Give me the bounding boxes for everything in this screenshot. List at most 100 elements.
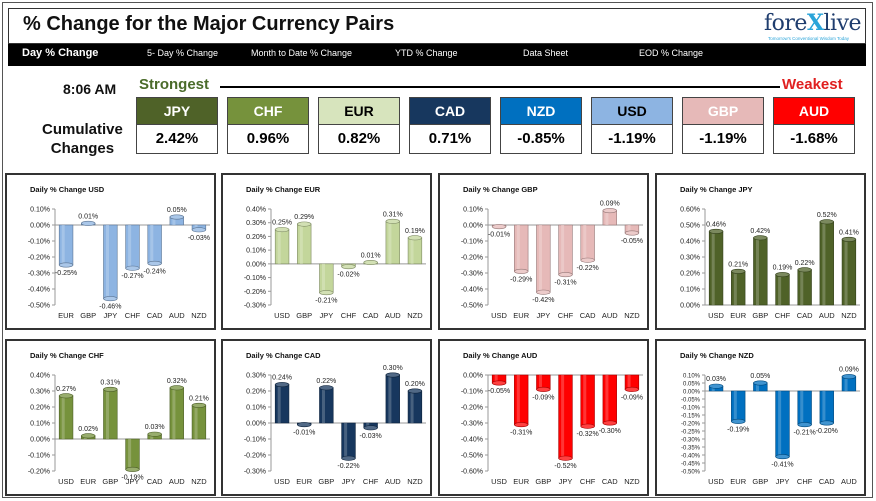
bar-chart: 0.40% 0.30% 0.20% 0.10% 0.00% -0.10% -0.20% 0.2… (28, 373, 210, 486)
y-tick-label: 0.00% (30, 223, 50, 230)
bar-highlight (800, 269, 804, 305)
y-tick-label: -0.30% (244, 303, 266, 310)
y-tick-label: -0.45% (681, 462, 701, 468)
x-tick-label: JPY (103, 311, 117, 320)
bar (341, 422, 356, 459)
bar-cap (297, 221, 312, 227)
data-label: -0.02% (337, 272, 359, 279)
bar-highlight (516, 375, 520, 425)
data-label: 0.27% (56, 386, 76, 393)
bar-cap (536, 289, 551, 295)
currency-cumulative-value: 2.42% (155, 130, 199, 147)
data-label: -0.41% (771, 462, 793, 469)
data-label: 0.02% (78, 426, 98, 433)
bar (775, 390, 790, 457)
bar-highlight (366, 423, 370, 428)
bar-cap (491, 380, 507, 386)
bar (274, 384, 290, 424)
currency-box-jpy: JPY 2.42% (136, 97, 218, 154)
currency-code: CHF (228, 98, 308, 125)
bar-chart: 0.10%0.05%0.00%-0.05%-0.10%-0.15%-0.20%-… (681, 367, 860, 486)
y-tick-label: 0.10% (246, 405, 266, 412)
data-label: -0.20% (816, 428, 838, 435)
x-tick-label: GBP (102, 477, 118, 486)
data-label: -0.22% (337, 463, 359, 470)
x-tick-label: EUR (513, 477, 529, 486)
bar-cap (274, 227, 290, 233)
y-tick-label: 0.20% (680, 271, 700, 278)
chart-title: Daily % Change USD (30, 185, 105, 194)
x-tick-label: CHF (125, 311, 141, 320)
x-tick-label: CHF (363, 477, 379, 486)
x-tick-label: USD (274, 311, 290, 320)
x-tick-label: JPY (126, 477, 140, 486)
bar (731, 271, 746, 306)
y-tick-label: -0.30% (244, 469, 266, 476)
data-label: 0.05% (167, 207, 187, 214)
data-label: 0.05% (750, 373, 770, 380)
bar-highlight (538, 225, 542, 293)
timestamp: 8:06 AM (63, 81, 117, 97)
nav-tab-5day[interactable]: 5- Day % Change (147, 48, 219, 58)
bar-highlight (822, 391, 826, 423)
nav-tab-month[interactable]: Month to Date % Change (251, 48, 353, 58)
nav-tab-day[interactable]: Day % Change (22, 47, 99, 59)
bar (514, 224, 529, 272)
data-label: 0.03% (145, 424, 165, 431)
data-label: -0.09% (621, 394, 643, 401)
bar-highlight (778, 391, 782, 457)
bar-cap (797, 422, 812, 428)
bar-highlight (733, 271, 737, 305)
nav-tab-eod[interactable]: EOD % Change (639, 48, 704, 58)
forexlive-logo[interactable]: foreXlive Tomorrow's Conventional Wisdom… (764, 11, 864, 43)
data-label: -0.22% (577, 265, 599, 272)
bar (514, 374, 529, 425)
data-label: 0.01% (361, 252, 381, 259)
bar-cap (558, 455, 573, 461)
bar (385, 374, 400, 424)
x-tick-label: JPY (342, 477, 356, 486)
nav-tab-data-sheet[interactable]: Data Sheet (523, 48, 569, 58)
currency-cumulative-value: -0.85% (517, 130, 565, 147)
x-tick-label: NZD (841, 311, 857, 320)
y-tick-label: 0.30% (680, 255, 700, 262)
bar-cap (103, 296, 118, 302)
bar-cap (169, 214, 184, 220)
weakest-label: Weakest (782, 76, 843, 93)
x-tick-label: GBP (318, 477, 334, 486)
bar-cap (536, 386, 551, 392)
currency-box-eur: EUR 0.82% (318, 97, 400, 154)
y-tick-label: -0.30% (28, 271, 50, 278)
y-tick-label: -0.10% (244, 275, 266, 282)
bar-highlight (128, 225, 132, 269)
bar-cap (753, 380, 768, 386)
data-label: -0.31% (554, 280, 576, 287)
bar (558, 374, 573, 459)
y-tick-label: -0.60% (461, 469, 483, 476)
nav-tab-ytd[interactable]: YTD % Change (395, 48, 458, 58)
x-tick-label: CAD (147, 477, 163, 486)
currency-cumulative-value: -1.19% (699, 130, 747, 147)
x-tick-label: USD (274, 477, 290, 486)
bar-highlight (778, 274, 782, 305)
y-tick-label: -0.25% (681, 430, 701, 436)
bar (125, 224, 140, 269)
bar-cap (319, 290, 334, 296)
bar-cap (103, 386, 118, 392)
y-tick-label: -0.40% (461, 287, 483, 294)
bar-cap (191, 402, 207, 408)
data-label: 0.31% (383, 211, 403, 218)
data-label: 0.52% (817, 212, 837, 219)
data-label: -0.19% (727, 426, 749, 433)
x-tick-label: CHF (580, 477, 596, 486)
currency-code: GBP (683, 98, 763, 125)
y-tick-label: -0.10% (28, 453, 50, 460)
bar-highlight (627, 375, 631, 390)
currency-code: CAD (410, 98, 490, 125)
y-tick-label: 0.50% (680, 223, 700, 230)
bar-highlight (410, 237, 414, 264)
chart-title: Daily % Change GBP (463, 185, 538, 194)
y-tick-label: 0.40% (246, 207, 266, 214)
x-tick-label: EUR (80, 477, 96, 486)
x-tick-label: AUD (169, 311, 185, 320)
